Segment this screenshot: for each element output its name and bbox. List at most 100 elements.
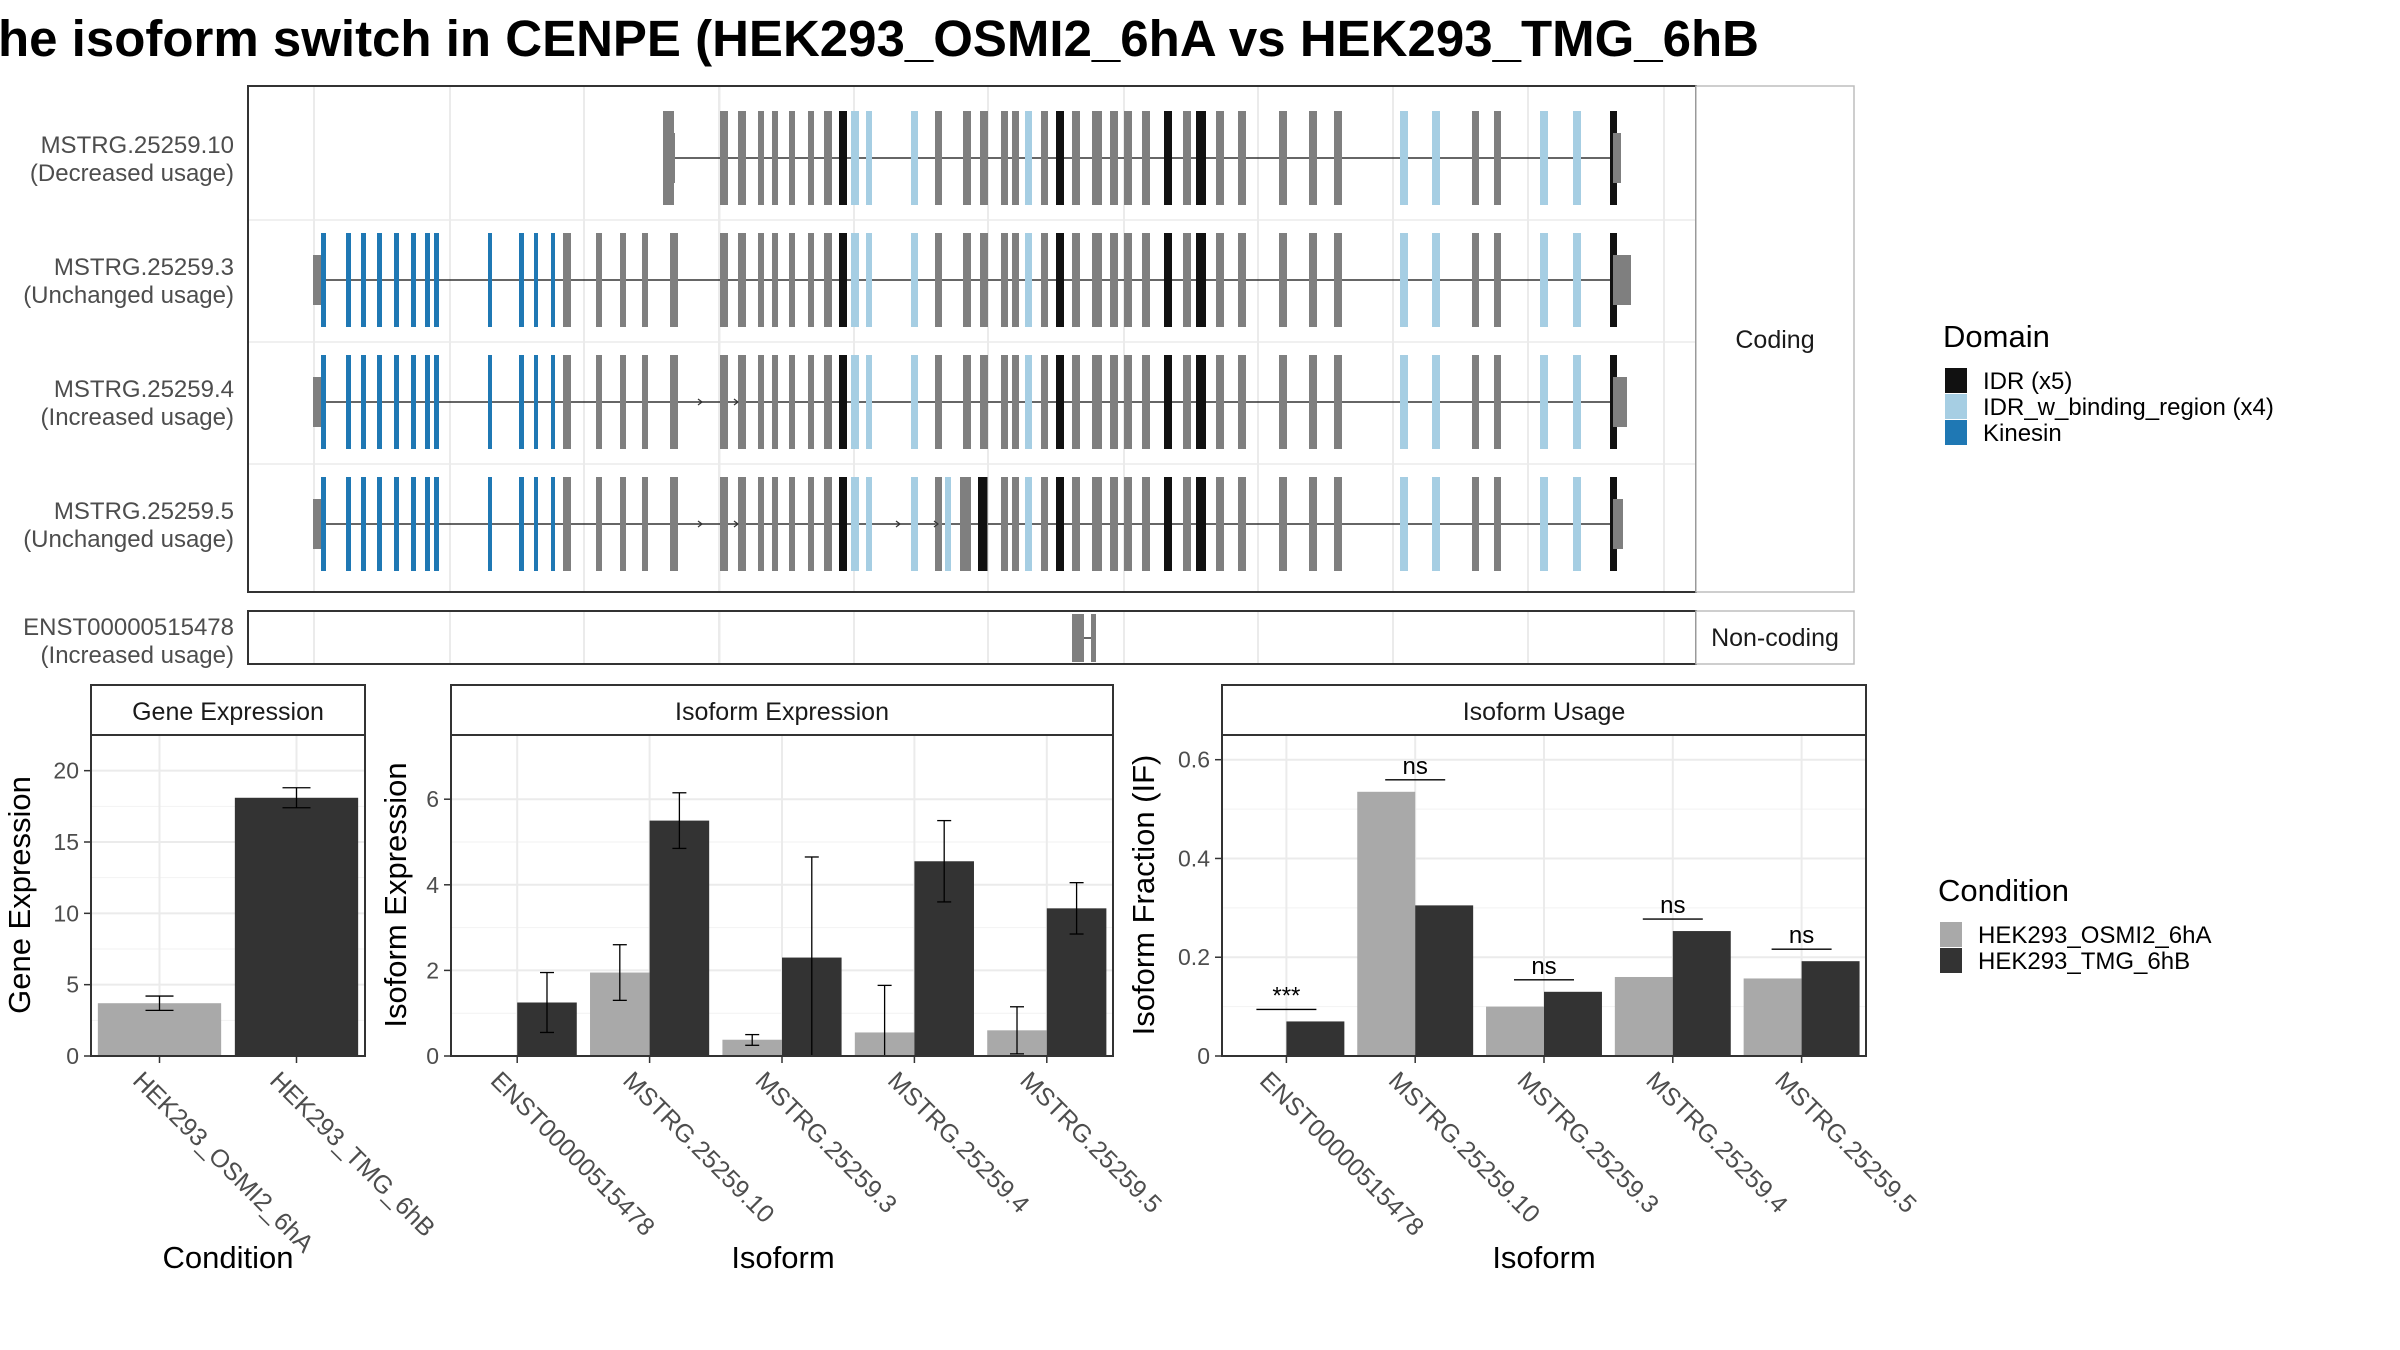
noncoding-panel: Non-coding [247, 610, 1855, 665]
exon-block [1400, 233, 1408, 327]
exon-block [1196, 111, 1206, 205]
panel-title: Isoform Usage [1463, 698, 1626, 726]
exon-block [1041, 477, 1048, 571]
exon-block [321, 477, 326, 571]
exon-block [772, 477, 778, 571]
exon-block [321, 233, 326, 327]
y-tick-label: 0.4 [1178, 845, 1210, 871]
exon-block [1432, 111, 1440, 205]
exon-block [720, 233, 728, 327]
coding-strip-label: Coding [1735, 326, 1814, 354]
exon-block [670, 355, 678, 449]
exon-block [1573, 111, 1581, 205]
significance-label: *** [1272, 982, 1300, 1009]
exon-block [411, 233, 416, 327]
exon-block [772, 233, 778, 327]
figure-title: he isoform switch in CENPE (HEK293_OSMI2… [0, 10, 1759, 67]
exon-block [824, 355, 832, 449]
y-axis-title: Isoform Fraction (IF) [1126, 755, 1161, 1036]
exon-block [434, 355, 439, 449]
significance-label: ns [1403, 753, 1428, 780]
exon-block [563, 477, 571, 571]
exon-block [394, 355, 399, 449]
condition-legend: Condition HEK293_OSMI2_6hA HEK293_TMG_6h… [1938, 873, 2211, 975]
bar [1672, 931, 1731, 1056]
exon-block [1056, 233, 1064, 327]
exon-block [519, 233, 524, 327]
transcript-usage-label: (Unchanged usage) [23, 282, 234, 309]
exon-block [519, 355, 524, 449]
exon-block [866, 355, 872, 449]
exon-block [1124, 233, 1132, 327]
transcript-labels: MSTRG.25259.10 (Decreased usage) MSTRG.2… [23, 132, 234, 669]
exon-block [620, 477, 626, 571]
legend-label-tmg: HEK293_TMG_6hB [1978, 948, 2190, 975]
exon-block [1041, 233, 1048, 327]
exon-block [394, 233, 399, 327]
panel-strip [450, 684, 1114, 736]
exon-block [808, 111, 814, 205]
utr-block [1613, 499, 1623, 549]
strand-arrow [697, 398, 703, 406]
exon-block [1025, 233, 1032, 327]
x-tick-label: MSTRG.25259.3 [1512, 1066, 1664, 1218]
legend-label-osmi2: HEK293_OSMI2_6hA [1978, 922, 2211, 949]
exon-block [1196, 355, 1206, 449]
exon-block [866, 111, 872, 205]
legend-swatch-tmg [1940, 948, 1962, 973]
exon-block [789, 477, 795, 571]
utr-block [313, 499, 322, 549]
exon-block [1142, 111, 1150, 205]
panel-strip [90, 684, 366, 736]
legend-swatch-kinesin [1945, 420, 1967, 445]
exon-block [1183, 233, 1191, 327]
exon-block [824, 477, 832, 571]
y-tick-label: 0 [66, 1043, 79, 1069]
exon-block [911, 355, 918, 449]
exon-block [963, 355, 971, 449]
exon-block [1072, 111, 1080, 205]
bar [1486, 1006, 1544, 1056]
exon-block [1142, 355, 1150, 449]
noncoding-strip-label: Non-coding [1711, 624, 1839, 652]
exon-block [1092, 111, 1102, 205]
y-tick-label: 6 [426, 786, 439, 812]
exon-block [980, 355, 988, 449]
exon-block [1309, 233, 1317, 327]
exon-block [642, 233, 648, 327]
exon-block [851, 233, 859, 327]
exon-block [1540, 477, 1548, 571]
exon-block [758, 111, 764, 205]
strand-arrow [733, 398, 739, 406]
exon-block [738, 355, 746, 449]
x-tick-label: MSTRG.25259.5 [1769, 1066, 1921, 1218]
significance-label: ns [1531, 953, 1556, 980]
y-tick-label: 4 [426, 872, 439, 898]
utr-block [1613, 133, 1621, 183]
exon-block [361, 233, 366, 327]
exon-block [1573, 355, 1581, 449]
exon-block [772, 355, 778, 449]
exon-block [321, 355, 326, 449]
coding-transcripts [313, 111, 1631, 571]
exon-block [1025, 355, 1032, 449]
exon-block [1472, 477, 1479, 571]
y-axis-title: Gene Expression [2, 776, 37, 1014]
exon-block [935, 111, 942, 205]
exon-block [519, 477, 524, 571]
exon-block [1540, 233, 1548, 327]
exon-block [839, 111, 847, 205]
legend-label-kinesin: Kinesin [1983, 420, 2062, 447]
domain-legend-title: Domain [1943, 319, 2050, 354]
exon-block [978, 477, 987, 571]
exon-block [1110, 355, 1118, 449]
coding-strip [1695, 85, 1855, 593]
exon-block [1494, 233, 1501, 327]
exon-block [1110, 111, 1118, 205]
exon-block [1164, 477, 1172, 571]
utr-block [313, 255, 322, 305]
exon-block [1334, 477, 1342, 571]
exon-block [1012, 355, 1019, 449]
exon-block [851, 477, 859, 571]
